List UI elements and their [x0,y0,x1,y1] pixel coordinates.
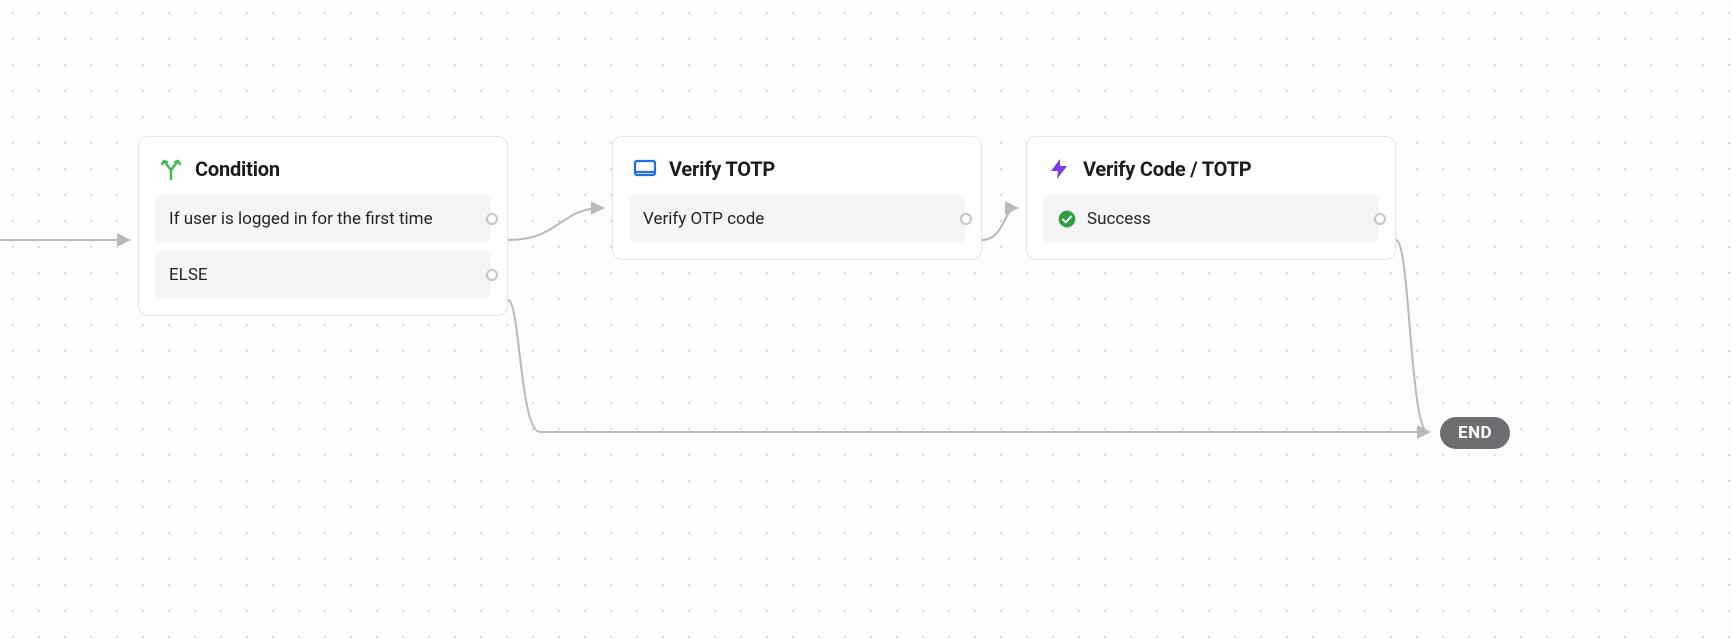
out-port[interactable] [486,269,498,281]
fork-icon [159,157,183,181]
flow-canvas[interactable]: Condition If user is logged in for the f… [0,0,1732,638]
condition-row-else[interactable]: ELSE [155,251,491,299]
node-header: Condition [155,153,491,195]
condition-row-if[interactable]: If user is logged in for the first time [155,195,491,243]
node-verify-totp[interactable]: Verify TOTP Verify OTP code [612,136,982,260]
node-title: Verify Code / TOTP [1083,157,1251,181]
connectors-layer [0,0,1732,638]
row-label: If user is logged in for the first time [169,209,433,229]
node-condition[interactable]: Condition If user is logged in for the f… [138,136,508,316]
end-label: END [1458,423,1492,443]
monitor-icon [633,157,657,181]
node-header: Verify TOTP [629,153,965,195]
row-label: Success [1087,209,1151,229]
row-label: ELSE [169,265,208,285]
check-circle-icon [1057,209,1077,229]
edge-if-verifytotp [508,208,602,240]
edge-else-end [508,300,1428,432]
node-title: Condition [195,157,280,181]
node-title: Verify TOTP [669,157,775,181]
end-badge: END [1440,417,1510,449]
node-header: Verify Code / TOTP [1043,153,1379,195]
edge-verifytotp-verifycode [982,208,1016,240]
verify-totp-row[interactable]: Verify OTP code [629,195,965,243]
out-port[interactable] [1374,213,1386,225]
out-port[interactable] [486,213,498,225]
verify-code-row-success[interactable]: Success [1043,195,1379,243]
row-label: Verify OTP code [643,209,764,229]
bolt-icon [1047,157,1071,181]
edge-success-end [1396,240,1428,432]
node-verify-code[interactable]: Verify Code / TOTP Success [1026,136,1396,260]
out-port[interactable] [960,213,972,225]
